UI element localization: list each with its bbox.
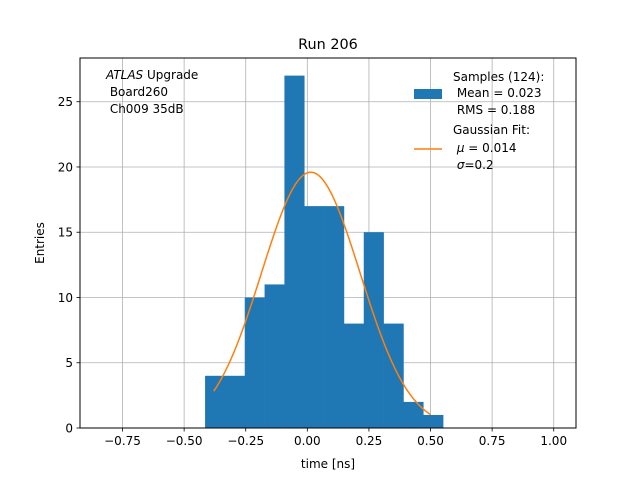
histogram-bar (284, 75, 305, 428)
legend-hist-title: Samples (124): (453, 70, 544, 84)
x-axis-label: time [ns] (301, 457, 355, 471)
gaussian-fit-line (213, 171, 431, 416)
atlas-annotation: ATLAS Upgrade Board260 Ch009 35dB (105, 68, 198, 116)
x-tick-label: 0.00 (294, 434, 321, 448)
legend-fit-mu-value: = 0.014 (464, 141, 516, 155)
histogram-bar (264, 284, 285, 428)
y-tick-label: 15 (58, 226, 73, 240)
x-tick-label: 0.50 (417, 434, 444, 448)
y-tick-label: 0 (65, 421, 73, 435)
x-tick-label: −0.50 (166, 434, 203, 448)
annotation-channel: Ch009 35dB (106, 102, 184, 116)
annotation-upgrade: Upgrade (143, 68, 198, 82)
histogram-bar (383, 323, 404, 428)
histogram-bar (403, 401, 424, 428)
x-tick-label: 1.00 (540, 434, 567, 448)
legend: Samples (124): Mean = 0.023 RMS = 0.188 … (414, 70, 544, 172)
x-axis-ticks: −0.75 −0.50 −0.25 0.00 0.25 0.50 0.75 1.00 (104, 428, 567, 448)
y-tick-label: 20 (58, 160, 73, 174)
histogram-bar (304, 206, 325, 428)
legend-fit-mu: μ = 0.014 (453, 141, 517, 155)
histogram-bars (205, 75, 444, 428)
y-axis-ticks: 0 5 10 15 20 25 (58, 95, 80, 435)
chart-title: Run 206 (298, 37, 358, 53)
y-tick-label: 25 (58, 95, 73, 109)
histogram-bar (324, 206, 345, 428)
x-tick-label: 0.75 (479, 434, 506, 448)
histogram-bar (343, 323, 365, 428)
annotation-board: Board260 (106, 85, 168, 99)
histogram-bar (224, 375, 246, 428)
legend-hist-mean: Mean = 0.023 (453, 86, 542, 100)
legend-fit-sigma: σ=0.2 (453, 158, 494, 172)
gaussian-fit (213, 171, 431, 416)
histogram-bar (423, 414, 444, 428)
histogram-bar (363, 232, 384, 428)
x-tick-label: −0.75 (104, 434, 141, 448)
legend-fit-sigma-value: =0.2 (464, 158, 493, 172)
histogram-bar (205, 375, 226, 428)
annotation-atlas: ATLAS (105, 68, 144, 82)
legend-hist-swatch (414, 89, 442, 99)
y-axis-label: Entries (33, 222, 47, 264)
legend-hist-rms: RMS = 0.188 (453, 103, 535, 117)
x-tick-label: −0.25 (227, 434, 264, 448)
y-tick-label: 5 (65, 356, 73, 370)
plot-frame (79, 57, 577, 429)
y-tick-label: 10 (58, 291, 73, 305)
x-tick-label: 0.25 (356, 434, 383, 448)
histogram-bar (244, 297, 265, 428)
legend-fit-title: Gaussian Fit: (453, 123, 530, 137)
svg-text:ATLAS Upgrade: ATLAS Upgrade (105, 68, 198, 82)
